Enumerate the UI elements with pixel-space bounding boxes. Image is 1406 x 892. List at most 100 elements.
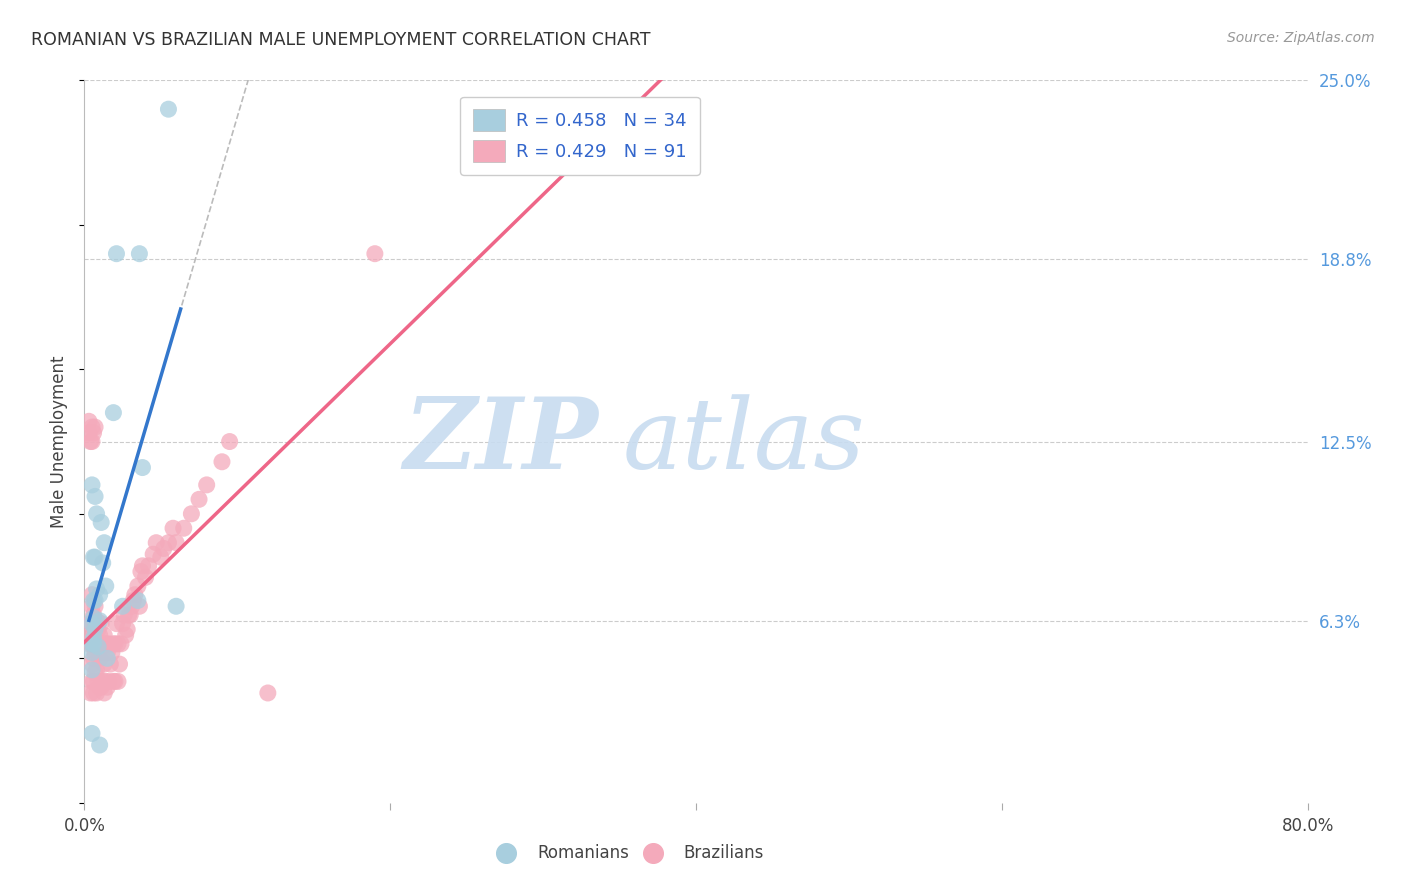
Point — [80, 478, 103, 492]
Point — [105, 246, 128, 260]
Point — [94, 674, 117, 689]
Point — [80, 420, 103, 434]
Point — [118, 607, 141, 622]
Point — [91, 556, 114, 570]
Point — [128, 246, 150, 260]
Point — [90, 680, 112, 694]
Point — [83, 686, 105, 700]
Point — [97, 637, 120, 651]
Point — [84, 623, 107, 637]
Text: ZIP: ZIP — [404, 393, 598, 490]
Point — [86, 614, 108, 628]
Point — [83, 607, 105, 622]
Point — [83, 425, 105, 440]
Point — [112, 607, 135, 622]
Point — [90, 516, 112, 530]
Point — [165, 599, 187, 614]
Point — [131, 460, 153, 475]
Point — [96, 651, 118, 665]
Point — [173, 521, 195, 535]
Point — [79, 616, 101, 631]
Point — [162, 521, 184, 535]
Point — [135, 570, 157, 584]
Point — [93, 686, 115, 700]
Point — [165, 535, 187, 549]
Point — [122, 593, 145, 607]
Point — [80, 599, 103, 614]
Point — [86, 507, 108, 521]
Point — [94, 637, 117, 651]
Point — [77, 425, 100, 440]
Text: Source: ZipAtlas.com: Source: ZipAtlas.com — [1227, 31, 1375, 45]
Point — [87, 646, 110, 660]
Point — [188, 492, 211, 507]
Point — [94, 579, 117, 593]
Point — [364, 246, 387, 260]
Point — [90, 646, 112, 660]
Point — [84, 420, 107, 434]
Point — [157, 535, 180, 549]
Point — [80, 616, 103, 631]
Text: atlas: atlas — [623, 394, 865, 489]
Point — [80, 588, 103, 602]
Point — [84, 665, 107, 680]
Point — [84, 550, 107, 565]
Point — [110, 637, 132, 651]
Y-axis label: Male Unemployment: Male Unemployment — [51, 355, 69, 528]
Point — [79, 434, 101, 449]
Point — [129, 565, 152, 579]
Point — [114, 628, 136, 642]
Point — [105, 616, 128, 631]
Point — [84, 490, 107, 504]
Point — [83, 611, 105, 625]
Point — [111, 616, 134, 631]
Point — [77, 414, 100, 428]
Text: ROMANIAN VS BRAZILIAN MALE UNEMPLOYMENT CORRELATION CHART: ROMANIAN VS BRAZILIAN MALE UNEMPLOYMENT … — [31, 31, 651, 49]
Point — [131, 558, 153, 573]
Point — [195, 478, 218, 492]
Text: Brazilians: Brazilians — [683, 845, 763, 863]
Point — [84, 593, 107, 607]
Point — [89, 614, 111, 628]
Point — [80, 663, 103, 677]
Point — [103, 674, 125, 689]
Point — [77, 637, 100, 651]
Point — [211, 455, 233, 469]
Point — [180, 507, 202, 521]
Legend: R = 0.458   N = 34, R = 0.429   N = 91: R = 0.458 N = 34, R = 0.429 N = 91 — [460, 96, 700, 175]
Point — [157, 102, 180, 116]
Point — [83, 631, 105, 645]
Point — [107, 637, 129, 651]
Point — [115, 623, 138, 637]
Point — [93, 657, 115, 671]
Point — [101, 646, 124, 660]
Point — [98, 657, 121, 671]
Point — [103, 406, 125, 420]
Point — [218, 434, 240, 449]
Point — [120, 607, 142, 622]
Point — [149, 550, 172, 565]
Point — [111, 599, 134, 614]
Point — [86, 637, 108, 651]
Point — [121, 599, 143, 614]
Point — [87, 674, 110, 689]
Point — [153, 541, 176, 556]
Point — [86, 582, 108, 596]
Point — [138, 558, 160, 573]
Point — [86, 686, 108, 700]
Point — [257, 686, 280, 700]
Point — [83, 637, 105, 651]
Point — [84, 599, 107, 614]
Point — [107, 674, 129, 689]
Point — [142, 547, 165, 561]
Point — [79, 628, 101, 642]
Point — [145, 535, 167, 549]
Point — [89, 680, 111, 694]
Point — [80, 434, 103, 449]
Point — [93, 535, 115, 549]
Point — [83, 550, 105, 565]
Point — [80, 726, 103, 740]
Point — [89, 738, 111, 752]
Point — [127, 593, 149, 607]
Point — [89, 628, 111, 642]
